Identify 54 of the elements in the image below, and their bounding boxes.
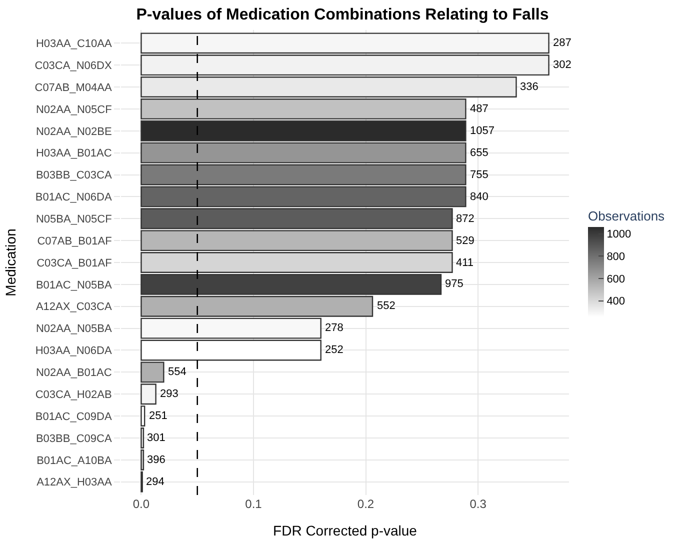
annotation: 755 [470,169,488,181]
x-tick-label: 0.3 [470,497,487,511]
y-tick-label: B01AC_A10BA [36,454,112,467]
y-tick-label: N02AA_N05CF [36,104,112,116]
y-tick-label: A12AX_H03AA [36,476,112,489]
annotation: 302 [553,59,572,71]
x-axis-title: FDR Corrected p-value [273,522,418,538]
color-bar-label: 600 [606,273,626,286]
y-tick-label: B03BB_C09CA [36,432,112,445]
y-tick-label: A12AX_C03CA [36,301,112,314]
color-bar-label: 1000 [606,228,632,241]
annotation: 294 [146,476,164,488]
y-tick-label: B01AC_N06DA [35,192,112,204]
annotation: 411 [456,257,474,269]
annotation: 655 [470,147,488,159]
y-tick-label: C03CA_N06DX [34,60,112,72]
y-tick-label: N02AA_N05BA [36,323,112,336]
annotation: 487 [470,103,488,115]
annotation: 1057 [470,125,494,137]
color-bar-label: 400 [606,296,626,308]
chart-title: P-values of Medication Combinations Relating to Falls [136,6,549,24]
annotation: 529 [456,235,474,247]
y-tick-label: H03AA_B01AC [36,148,112,160]
y-tick-label: N05BA_N05CF [36,213,112,226]
y-axis-title: Medication [2,228,18,296]
annotation: 278 [325,322,344,334]
annotation: 552 [377,300,396,312]
y-tick-label: C07AB_B01AF [37,235,112,248]
annotation: 293 [160,388,178,400]
y-tick-label: H03AA_C10AA [36,38,112,50]
y-tick-label: N02AA_B01AC [36,367,112,380]
annotation: 396 [147,454,166,466]
y-tick-label: C03CA_H02AB [35,388,112,401]
y-tick-label: B01AC_C09DA [35,410,112,423]
y-tick-label: C03CA_B01AF [36,257,112,270]
x-tick-label: 0.1 [245,497,262,511]
annotation: 287 [553,37,572,49]
annotation: 336 [520,81,538,93]
annotation: 252 [325,344,344,356]
y-tick-label: B01AC_N05BA [36,279,112,292]
y-tick-label: N02AA_N02BE [36,126,112,138]
y-tick-label: B03BB_C03CA [36,170,112,182]
color-bar-label: 800 [606,251,626,264]
annotation: 301 [147,432,166,444]
x-tick-label: 0.2 [357,497,374,511]
y-tick-label: C07AB_M04AA [34,82,112,94]
annotation: 872 [456,213,474,225]
annotation: 975 [445,278,464,290]
x-tick-label: 0.0 [132,497,150,511]
annotation: 840 [470,191,488,203]
color-bar-title: Observations [588,208,666,224]
y-tick-label: H03AA_N06DA [35,345,112,358]
annotation: 554 [168,366,186,378]
annotation: 251 [149,410,168,422]
